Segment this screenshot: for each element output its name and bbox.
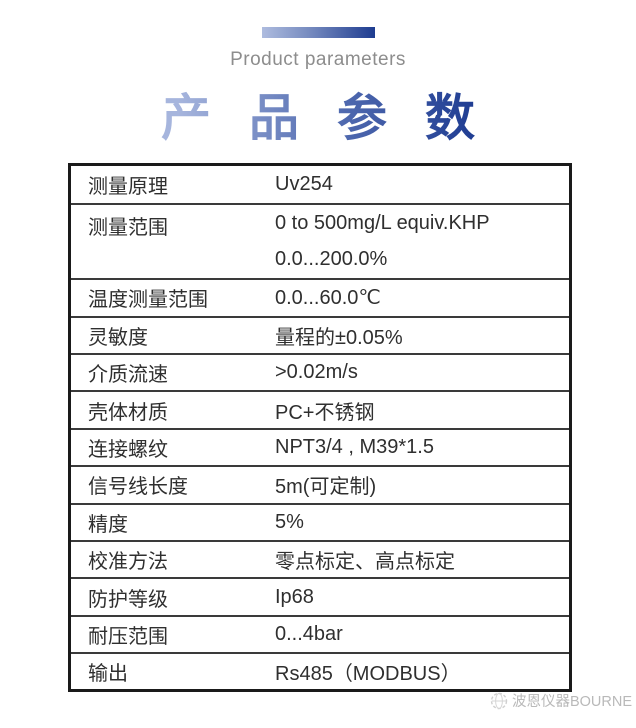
param-label: 壳体材质	[88, 401, 168, 424]
table-row: 输出 Rs485（MODBUS）	[71, 652, 569, 689]
table-row: 灵敏度 量程的±0.05%	[71, 315, 569, 353]
table-row: 介质流速 >0.02m/s	[71, 352, 569, 390]
param-label: 防护等级	[88, 588, 168, 611]
watermark: 波恩仪器BOURNE	[490, 690, 632, 711]
header-accent-bar	[262, 27, 375, 38]
param-label: 介质流速	[88, 364, 168, 387]
table-row: 防护等级 Ip68	[71, 577, 569, 614]
table-row: 测量范围 0 to 500mg/L equiv.KHP 0.0...200.0%	[71, 203, 569, 278]
watermark-text: 波恩仪器BOURNE	[511, 694, 632, 710]
param-value: 5m(可定制)	[275, 476, 377, 499]
header-subtitle: Product parameters	[230, 49, 406, 70]
param-label: 精度	[88, 513, 128, 536]
param-value: 0.0...60.0℃	[275, 287, 381, 310]
param-value: PC+不锈钢	[275, 401, 375, 424]
param-value: 零点标定、高点标定	[275, 551, 455, 574]
param-label: 耐压范围	[88, 625, 168, 648]
param-value: Rs485（MODBUS）	[275, 663, 461, 686]
table-row: 耐压范围 0...4bar	[71, 614, 569, 652]
param-value: Ip68	[275, 585, 314, 608]
param-value: NPT3/4 , M39*1.5	[275, 435, 434, 458]
param-value: 量程的±0.05%	[275, 326, 403, 349]
param-label: 连接螺纹	[88, 438, 168, 461]
globe-icon	[490, 692, 508, 710]
table-row: 温度测量范围 0.0...60.0℃	[71, 278, 569, 315]
param-label: 测量原理	[88, 176, 168, 199]
page-title: 产品参数	[0, 78, 636, 150]
param-value: 5%	[275, 510, 304, 533]
param-value: >0.02m/s	[275, 361, 358, 384]
param-label: 输出	[88, 663, 128, 686]
param-label: 温度测量范围	[88, 289, 208, 312]
table-row: 壳体材质 PC+不锈钢	[71, 390, 569, 427]
param-label: 校准方法	[88, 551, 168, 574]
page-title-text: 产品参数	[161, 90, 513, 146]
param-value: 0 to 500mg/L equiv.KHP 0.0...200.0%	[275, 205, 569, 278]
param-label: 灵敏度	[88, 326, 148, 349]
param-label: 信号线长度	[88, 476, 188, 499]
product-parameters-table: 测量原理 Uv254 测量范围 0 to 500mg/L equiv.KHP 0…	[68, 163, 572, 693]
param-value: 0...4bar	[275, 622, 343, 645]
param-value-line: 0 to 500mg/L equiv.KHP	[275, 212, 490, 235]
param-value: Uv254	[275, 173, 333, 196]
table-row: 校准方法 零点标定、高点标定	[71, 539, 569, 577]
table-row: 连接螺纹 NPT3/4 , M39*1.5	[71, 427, 569, 465]
table-row: 信号线长度 5m(可定制)	[71, 465, 569, 502]
table-row: 精度 5%	[71, 502, 569, 540]
param-label: 测量范围	[88, 217, 168, 240]
table-row: 测量原理 Uv254	[71, 166, 569, 203]
param-value-line: 0.0...200.0%	[275, 248, 388, 271]
